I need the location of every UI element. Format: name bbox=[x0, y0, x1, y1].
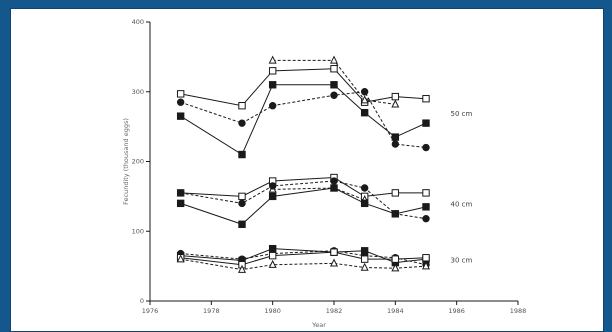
series-lines bbox=[180, 59, 427, 271]
group-label: 40 cm bbox=[451, 201, 473, 209]
data-point-open-square bbox=[422, 189, 430, 197]
data-point-filled-circle bbox=[238, 199, 246, 208]
x-tick-label: 1986 bbox=[448, 307, 465, 315]
data-point-open-square bbox=[391, 189, 400, 197]
x-tick-label: 1984 bbox=[387, 307, 404, 315]
data-point-filled-circle bbox=[176, 189, 185, 197]
data-point-filled-circle bbox=[360, 88, 369, 96]
series-line-40cm-filled-circle bbox=[180, 180, 427, 220]
data-point-filled-square bbox=[391, 210, 400, 218]
chart-axes bbox=[146, 21, 519, 305]
data-point-open-square bbox=[422, 95, 430, 103]
y-tick-label: 100 bbox=[132, 227, 144, 235]
data-point-filled-square bbox=[360, 108, 369, 117]
data-point-filled-square bbox=[422, 119, 430, 127]
data-point-open-square bbox=[360, 255, 369, 263]
data-point-filled-square bbox=[422, 203, 430, 211]
data-point-filled-square bbox=[360, 199, 369, 208]
x-tick-label: 1988 bbox=[510, 307, 527, 315]
y-axis-title: Fecundity (thousand eggs) bbox=[122, 118, 130, 205]
data-point-open-triangle bbox=[176, 254, 185, 263]
chart-labels: 0 100 200 300 400 1976 1978 1980 1982 1984 1986 198… bbox=[122, 18, 526, 329]
data-point-open-triangle bbox=[329, 55, 339, 64]
data-point-filled-circle bbox=[422, 143, 430, 152]
data-point-open-triangle bbox=[360, 95, 369, 104]
series-line-40cm-open-square bbox=[180, 177, 426, 197]
data-point-open-square bbox=[391, 255, 400, 263]
data-point-open-triangle bbox=[237, 264, 247, 273]
data-point-filled-square bbox=[238, 150, 246, 159]
data-point-filled-circle bbox=[238, 119, 246, 127]
data-point-filled-circle bbox=[422, 214, 430, 223]
data-point-open-square bbox=[268, 67, 277, 75]
data-point-open-triangle bbox=[391, 263, 400, 272]
data-point-open-square bbox=[422, 254, 430, 262]
data-point-filled-circle bbox=[268, 182, 277, 190]
series-line-50cm-filled-square bbox=[180, 84, 427, 156]
data-point-open-triangle bbox=[421, 261, 431, 270]
data-point-filled-circle bbox=[391, 140, 400, 148]
data-point-filled-square bbox=[268, 81, 277, 89]
y-tick-label: 400 bbox=[132, 18, 144, 26]
data-point-open-square bbox=[238, 102, 246, 110]
data-point-filled-square bbox=[268, 192, 277, 201]
y-tick-label: 300 bbox=[132, 88, 144, 96]
data-point-open-triangle bbox=[391, 99, 400, 108]
series-markers bbox=[176, 55, 431, 273]
data-point-open-square bbox=[330, 248, 338, 256]
data-point-open-triangle bbox=[268, 259, 277, 268]
data-point-open-triangle bbox=[329, 258, 339, 267]
y-tick-label: 0 bbox=[140, 297, 144, 305]
data-point-filled-square bbox=[330, 184, 338, 192]
data-point-open-triangle bbox=[360, 262, 369, 271]
data-point-filled-circle bbox=[176, 98, 185, 106]
x-tick-label: 1978 bbox=[203, 307, 220, 315]
data-point-open-square bbox=[238, 192, 246, 201]
data-point-filled-square bbox=[238, 220, 246, 228]
y-tick-label: 200 bbox=[132, 158, 144, 166]
series-line-50cm-open-triangle bbox=[272, 59, 396, 105]
series-line-30cm-filled-square bbox=[180, 248, 427, 264]
data-point-open-square bbox=[268, 251, 277, 260]
data-point-open-triangle bbox=[268, 55, 277, 64]
data-point-filled-circle bbox=[330, 91, 338, 99]
data-point-filled-square bbox=[176, 112, 185, 120]
data-point-filled-circle bbox=[360, 184, 369, 192]
x-tick-label: 1980 bbox=[264, 307, 281, 315]
group-label: 50 cm bbox=[451, 110, 473, 118]
data-point-open-square bbox=[330, 65, 338, 73]
group-label: 30 cm bbox=[451, 257, 473, 265]
data-point-filled-circle bbox=[268, 102, 277, 110]
figure-panel bbox=[10, 8, 604, 332]
data-point-filled-square bbox=[176, 199, 185, 208]
x-tick-label: 1982 bbox=[326, 307, 343, 315]
data-point-filled-square bbox=[330, 81, 338, 89]
x-tick-label: 1976 bbox=[142, 307, 159, 315]
data-point-filled-circle bbox=[330, 177, 338, 185]
series-line-30cm-filled-circle bbox=[180, 250, 427, 266]
data-point-open-square bbox=[391, 92, 400, 101]
data-point-open-square bbox=[176, 90, 185, 98]
data-point-filled-square bbox=[391, 133, 400, 141]
x-axis-title: Year bbox=[311, 321, 326, 329]
